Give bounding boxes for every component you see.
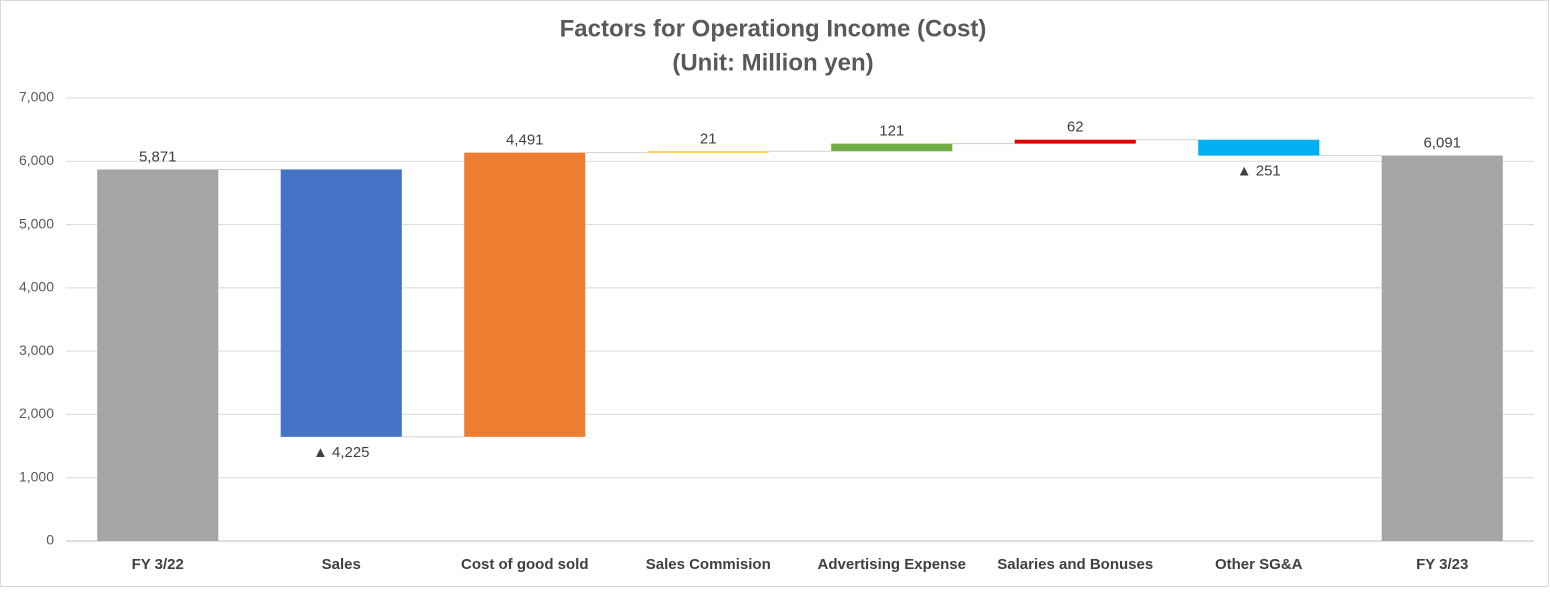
- y-tick-label: 1,000: [19, 468, 54, 484]
- x-tick-label: Salaries and Bonuses: [997, 556, 1153, 573]
- x-tick-label: FY 3/23: [1416, 556, 1468, 573]
- y-tick-label: 5,000: [19, 215, 54, 231]
- chart-subtitle: (Unit: Million yen): [672, 49, 873, 76]
- value-label: 4,491: [506, 132, 544, 149]
- bar: [1381, 155, 1503, 541]
- x-tick-label: Sales: [322, 556, 361, 573]
- value-label: 6,091: [1423, 134, 1461, 151]
- x-tick-label: Advertising Expense: [818, 556, 966, 573]
- value-label: ▲ 251: [1237, 163, 1281, 180]
- x-tick-label: Sales Commision: [646, 556, 771, 573]
- y-tick-label: 4,000: [19, 279, 54, 295]
- bar: [280, 169, 402, 437]
- bar: [647, 151, 769, 153]
- y-tick-label: 3,000: [19, 342, 54, 358]
- bar: [97, 169, 219, 541]
- x-tick-label: Other SG&A: [1215, 556, 1303, 573]
- value-label: 21: [700, 130, 717, 147]
- y-tick-label: 2,000: [19, 405, 54, 421]
- y-tick-label: 7,000: [19, 89, 54, 105]
- bar: [1198, 139, 1320, 156]
- value-label: 62: [1067, 119, 1084, 136]
- x-tick-label: Cost of good sold: [461, 556, 588, 573]
- chart-title: Factors for Operationg Income (Cost): [560, 15, 987, 42]
- value-label: 5,871: [139, 148, 177, 165]
- bar: [831, 143, 953, 152]
- value-label: 121: [879, 123, 904, 140]
- y-tick-label: 6,000: [19, 152, 54, 168]
- x-tick-label: FY 3/22: [132, 556, 184, 573]
- bar: [1014, 139, 1136, 144]
- value-label: ▲ 4,225: [313, 444, 370, 461]
- bar: [464, 152, 586, 437]
- y-tick-label: 0: [46, 532, 54, 548]
